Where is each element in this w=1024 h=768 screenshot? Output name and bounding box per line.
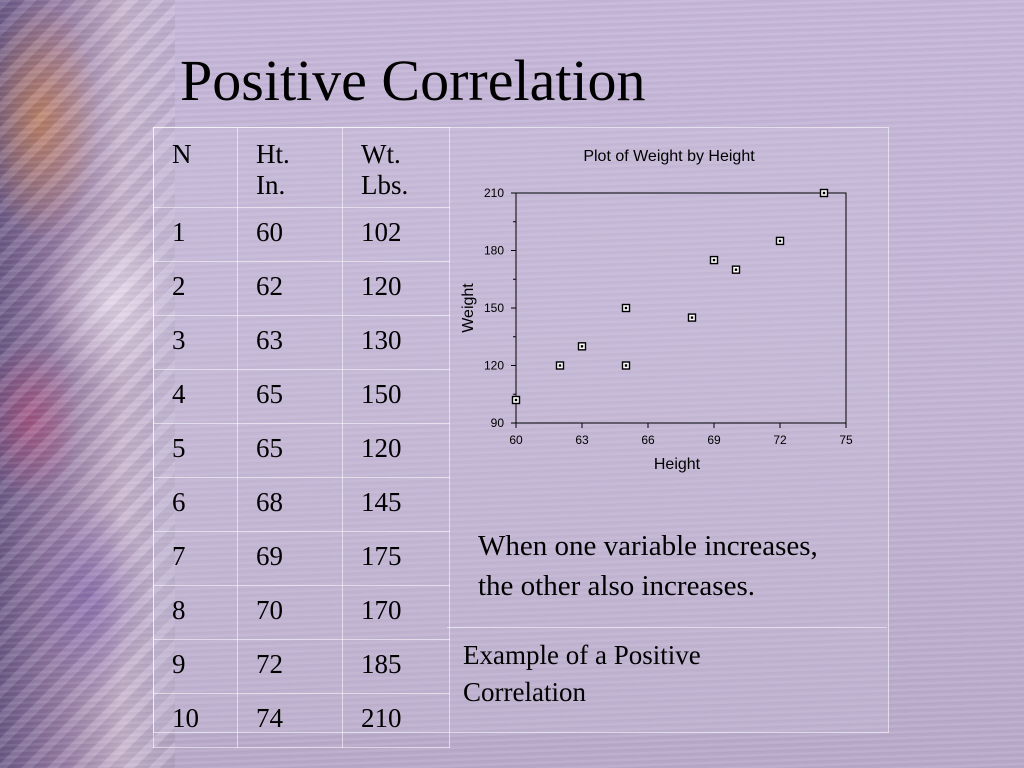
data-point-dot: [778, 239, 782, 243]
data-point-dot: [734, 268, 738, 271]
note-text: Example of a Positive Correlation: [447, 628, 887, 711]
data-point: [577, 342, 587, 351]
table-row: 8 70 170: [153, 585, 450, 640]
y-tick-label: 120: [484, 359, 504, 373]
data-point-dot: [712, 258, 716, 262]
x-axis-label: Height: [654, 456, 701, 473]
cell-n: 3: [153, 315, 238, 370]
slide-title: Positive Correlation: [180, 48, 646, 113]
table-row: 10 74 210: [153, 693, 450, 748]
cell-n: 9: [153, 639, 238, 694]
cell-n: 10: [153, 693, 238, 748]
x-axis: 60 63 66 69 72 75: [509, 423, 853, 447]
column-header-height: Ht. In.: [237, 127, 343, 208]
cell-weight: 120: [342, 261, 450, 316]
cell-weight: 145: [342, 477, 450, 532]
cell-weight: 102: [342, 207, 450, 262]
cell-n: 4: [153, 369, 238, 424]
cell-height: 60: [237, 207, 343, 262]
cell-n: 7: [153, 531, 238, 586]
data-point: [555, 361, 565, 370]
cell-n: 1: [153, 207, 238, 262]
y-axis: 90 120 150 180 210: [484, 186, 516, 430]
cell-height: 70: [237, 585, 343, 640]
table-row: 9 72 185: [153, 639, 450, 694]
table-row: 7 69 175: [153, 531, 450, 586]
data-point: [621, 361, 631, 370]
x-tick-label: 69: [707, 433, 721, 447]
column-header-line: N: [172, 139, 192, 169]
cell-height: 65: [237, 369, 343, 424]
data-point: [775, 236, 785, 246]
cell-weight: 185: [342, 639, 450, 694]
cell-n: 2: [153, 261, 238, 316]
data-point: [511, 395, 521, 405]
cell-height: 65: [237, 423, 343, 478]
cell-n: 6: [153, 477, 238, 532]
cell-weight: 170: [342, 585, 450, 640]
x-tick-label: 60: [509, 433, 523, 447]
table-row: 5 65 120: [153, 423, 450, 478]
cell-weight: 120: [342, 423, 450, 478]
data-point-dot: [822, 191, 826, 195]
data-point-dot: [690, 316, 694, 319]
plot-area: [515, 192, 847, 424]
caption-line: the other also increases.: [478, 570, 756, 602]
data-point: [819, 188, 829, 198]
y-tick-label: 210: [484, 186, 504, 200]
data-point-dot: [514, 398, 518, 402]
data-point-dot: [624, 306, 628, 310]
column-header-line: In.: [256, 170, 286, 200]
cell-n: 5: [153, 423, 238, 478]
cell-height: 69: [237, 531, 343, 586]
cell-weight: 130: [342, 315, 450, 370]
table-row: 1 60 102: [153, 207, 450, 262]
column-header-line: Lbs.: [361, 170, 409, 200]
note-line: Example of a Positive: [463, 640, 701, 670]
y-axis-label: Weight: [460, 283, 477, 333]
data-point: [709, 255, 719, 265]
data-point-dot: [580, 345, 584, 348]
cell-height: 68: [237, 477, 343, 532]
column-header-line: Wt.: [361, 139, 401, 169]
chart-title: Plot of Weight by Height: [583, 148, 755, 165]
data-point: [621, 303, 631, 313]
y-tick-label: 180: [484, 244, 504, 258]
data-point: [731, 265, 741, 274]
example-note: Example of a Positive Correlation: [447, 627, 887, 732]
data-point-dot: [558, 364, 562, 367]
x-tick-label: 66: [641, 433, 655, 447]
table-row: 3 63 130: [153, 315, 450, 370]
table-header-row: N Ht. In. Wt. Lbs.: [153, 127, 450, 208]
cell-weight: 150: [342, 369, 450, 424]
scatter-chart: Plot of Weight by Height 90120150180210 …: [460, 148, 853, 473]
caption: When one variable increases, the other al…: [478, 526, 888, 606]
cell-weight: 210: [342, 693, 450, 748]
cell-height: 63: [237, 315, 343, 370]
x-tick-label: 72: [773, 433, 787, 447]
data-point: [687, 313, 697, 322]
caption-line: When one variable increases,: [478, 530, 818, 562]
data-points: [511, 188, 829, 405]
column-header-n: N: [153, 127, 238, 208]
note-line: Correlation: [463, 677, 586, 707]
table-row: 4 65 150: [153, 369, 450, 424]
cell-height: 74: [237, 693, 343, 748]
column-header-line: Ht.: [256, 139, 290, 169]
table-row: 6 68 145: [153, 477, 450, 532]
x-tick-label: 63: [575, 433, 589, 447]
cell-n: 8: [153, 585, 238, 640]
cell-height: 72: [237, 639, 343, 694]
y-tick-label: 90: [491, 416, 505, 430]
column-header-weight: Wt. Lbs.: [342, 127, 450, 208]
cell-weight: 175: [342, 531, 450, 586]
cell-height: 62: [237, 261, 343, 316]
data-point-dot: [624, 364, 628, 367]
x-tick-label: 75: [839, 433, 853, 447]
table-row: 2 62 120: [153, 261, 450, 316]
decorative-fabric-band: [0, 0, 175, 768]
y-tick-label: 150: [484, 301, 504, 315]
